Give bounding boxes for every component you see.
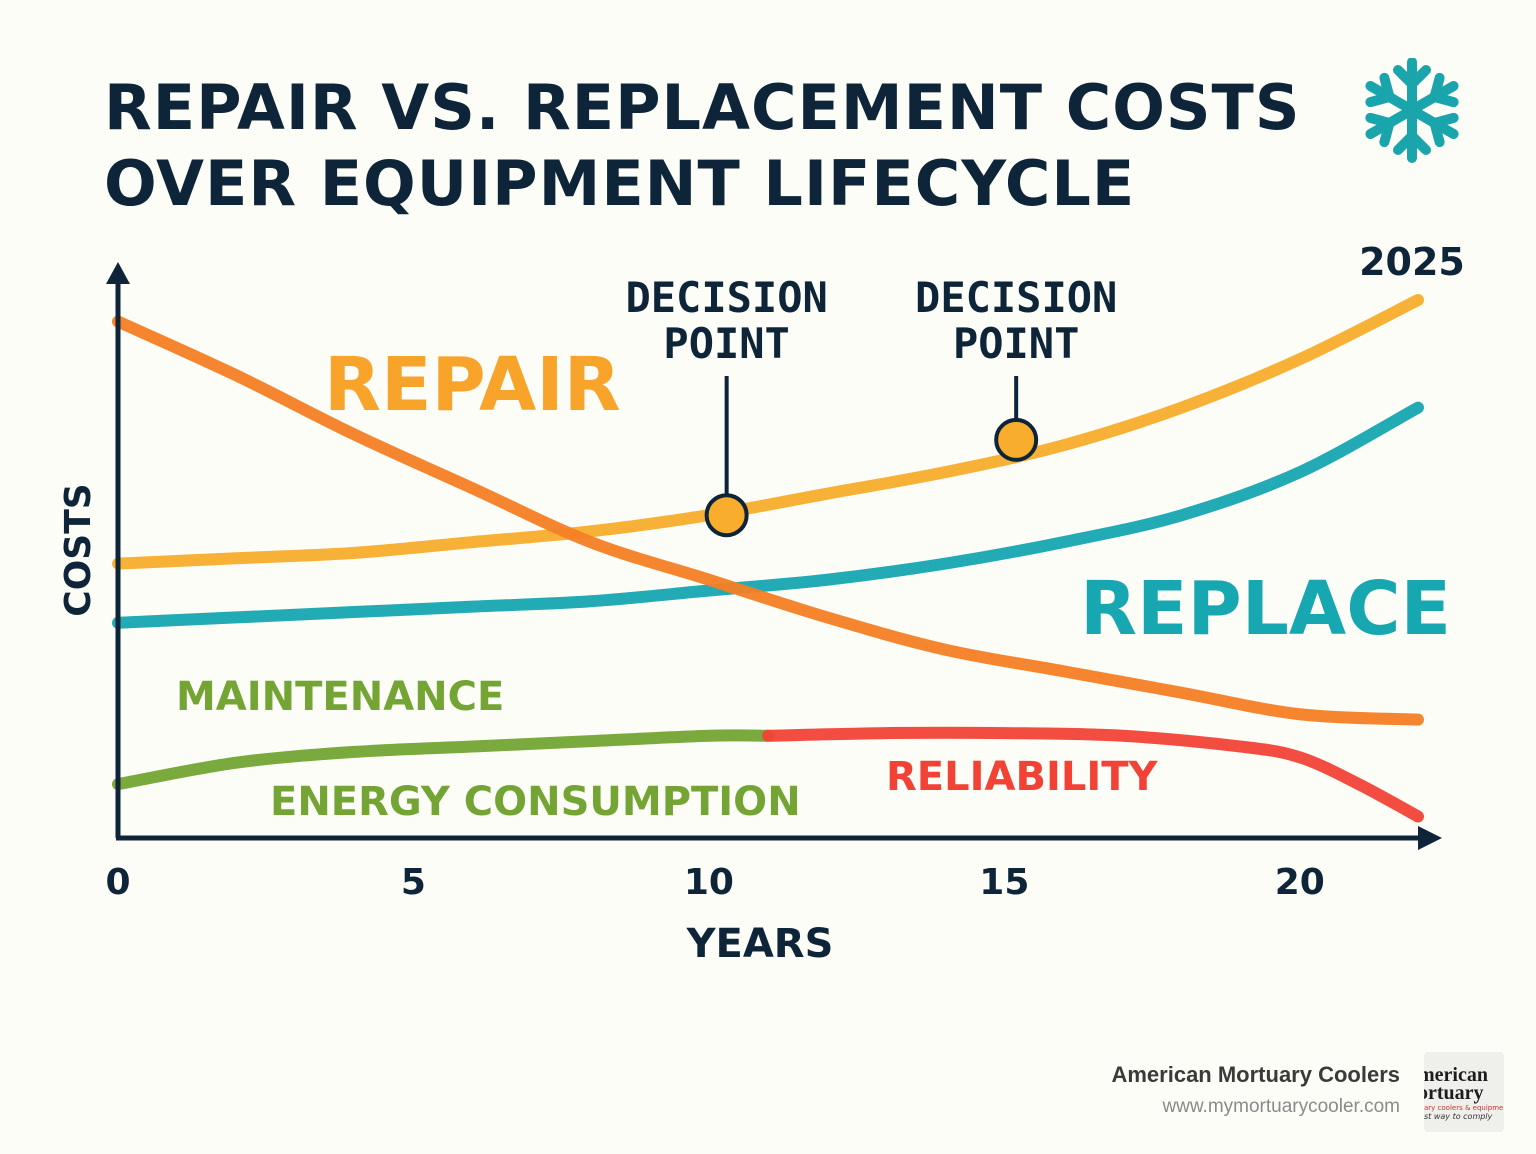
x-tick-label: 10	[684, 862, 734, 903]
decision-point-marker	[704, 493, 749, 538]
page-title: REPAIR VS. REPLACEMENT COSTS OVER EQUIPM…	[104, 70, 1301, 222]
x-tick-label: 5	[401, 862, 426, 903]
x-tick-label: 20	[1275, 862, 1325, 903]
y-axis-label: COSTS	[58, 483, 99, 616]
y-axis-arrow	[106, 262, 130, 284]
series-line-replace	[112, 401, 1424, 629]
company-url[interactable]: www.mymortuarycooler.com	[1162, 1096, 1400, 1117]
label-repair: REPAIR	[324, 342, 621, 428]
logo-line-4: st way to comply	[1424, 1112, 1493, 1121]
logo-line-1: merican	[1424, 1064, 1488, 1086]
badge-year: 2025	[1359, 240, 1465, 284]
year-badge: 2025	[1352, 58, 1472, 284]
company-name: American Mortuary Coolers	[1111, 1062, 1400, 1087]
decision-point-label: POINT	[663, 319, 789, 368]
title-line-1: REPAIR VS. REPLACEMENT COSTS	[104, 71, 1301, 144]
label-replace: REPLACE	[1080, 566, 1451, 652]
series-line-decline	[112, 315, 1424, 726]
series-line-reliability	[762, 726, 1424, 823]
chart: 0 5 10 15 20 YEARS COSTS REPAIR REPLACE MAINTENA…	[58, 262, 1451, 967]
company-logo: merican ortuary ary coolers & equipment …	[1424, 1052, 1504, 1132]
decision-point-label: DECISION	[915, 273, 1117, 322]
axes: 0 5 10 15 20 YEARS COSTS	[58, 262, 1442, 967]
series-labels: REPAIR REPLACE MAINTENANCE ENERGY CONSUMPTI…	[176, 342, 1451, 825]
label-maintenance: MAINTENANCE	[176, 674, 504, 720]
label-energy-consumption: ENERGY CONSUMPTION	[270, 779, 801, 825]
decision-point-label: POINT	[953, 319, 1079, 368]
series-layer	[112, 294, 1424, 823]
series-line-energy-consumption	[112, 729, 774, 791]
footer: American Mortuary Coolers www.mymortuary…	[1040, 1062, 1400, 1118]
title-line-2: OVER EQUIPMENT LIFECYCLE	[104, 147, 1136, 220]
label-reliability: RELIABILITY	[886, 754, 1158, 800]
x-axis-label: YEARS	[686, 921, 834, 967]
x-tick-label: 0	[105, 862, 130, 903]
series-line-repair	[112, 294, 1424, 570]
decision-point-marker	[994, 417, 1039, 462]
decision-point-label: DECISION	[625, 273, 827, 322]
x-tick-label: 15	[979, 862, 1029, 903]
x-axis-arrow	[1418, 826, 1442, 850]
snowflake-icon	[1362, 58, 1462, 178]
logo-line-2: ortuary	[1424, 1082, 1484, 1104]
logo-line-3: ary coolers & equipment	[1424, 1104, 1504, 1112]
